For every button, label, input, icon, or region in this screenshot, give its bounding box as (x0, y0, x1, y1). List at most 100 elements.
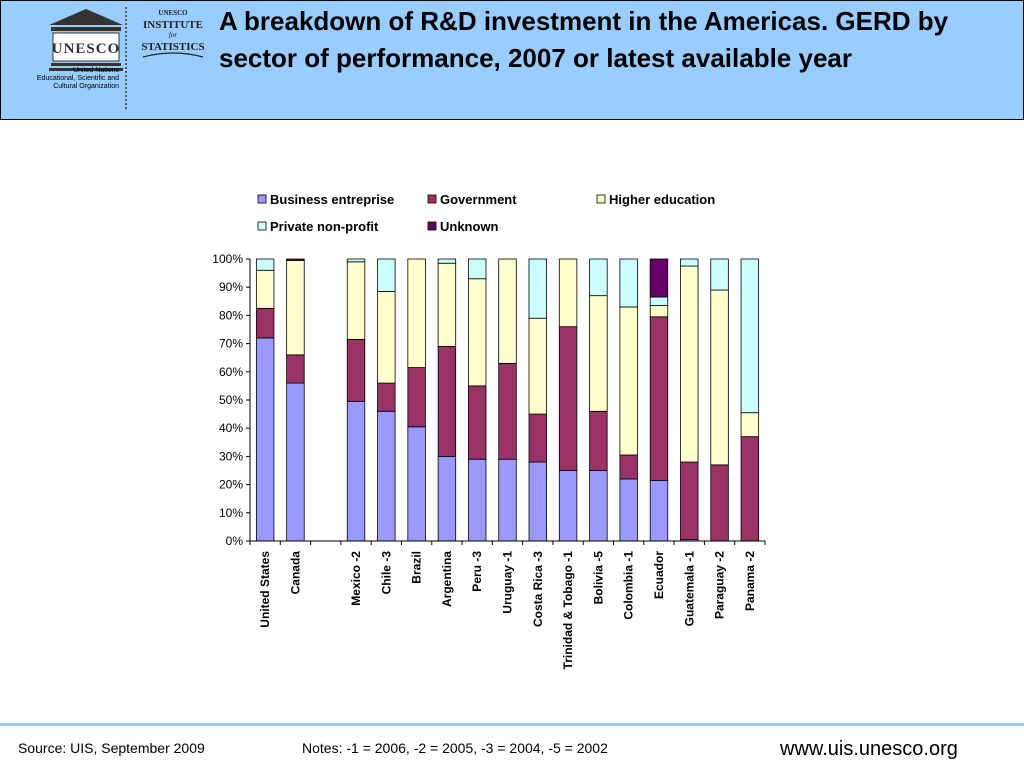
bar-segment (558, 258, 578, 328)
x-tick-label: Paraguay -2 (713, 551, 727, 619)
bar-segment (589, 410, 608, 471)
stacked-bar-chart: Business entreprise Government Higher educ… (212, 192, 766, 670)
bar-segment (528, 317, 547, 415)
chart-legend: Business entreprise Government Higher educ… (257, 192, 715, 234)
bar-segment (649, 479, 669, 542)
bar-segment (346, 261, 366, 340)
header-divider (125, 7, 127, 109)
legend-swatch (427, 194, 437, 204)
bar-segment (589, 470, 608, 542)
x-tick-label: Argentina (440, 551, 454, 607)
x-tick-label: Brazil (410, 551, 424, 584)
bar-segment (740, 412, 760, 438)
x-tick-label: Uruguay -1 (501, 551, 515, 614)
x-tick-label: Ecuador (652, 551, 666, 599)
bar-segment (346, 401, 366, 542)
bar-segment (377, 410, 396, 542)
bar-segment (710, 289, 729, 466)
bar-segment (437, 262, 457, 347)
legend-swatch (596, 194, 606, 204)
x-tick-label: Colombia -1 (622, 551, 636, 620)
bar-segment (286, 260, 305, 356)
bar-segment (437, 455, 457, 542)
bar-segment (407, 258, 426, 368)
bar-segment (255, 258, 275, 271)
bar-segment (468, 458, 487, 542)
bar-segment (649, 296, 669, 306)
bar-segment (377, 382, 396, 412)
x-tick-label: United States (258, 551, 272, 628)
bar-segment (619, 306, 638, 456)
bar-segment (740, 258, 760, 414)
y-tick-label: 0% (226, 534, 244, 548)
bar-segment (286, 382, 305, 542)
bar-segment (680, 265, 699, 463)
bar-segment (346, 338, 366, 402)
legend-label: Higher education (609, 192, 715, 207)
y-tick-label: 100% (212, 252, 243, 266)
y-tick-label: 10% (219, 506, 243, 520)
bar-segment (468, 278, 487, 387)
legend-swatch (427, 221, 437, 231)
bar-segment (589, 295, 608, 412)
slide-header: UNESCO United Nations Educational, Scien… (0, 0, 1024, 120)
x-tick-label: Mexico -2 (349, 551, 363, 606)
y-tick-label: 50% (219, 393, 243, 407)
legend-label: Government (440, 192, 517, 207)
footer-notes: Notes: -1 = 2006, -2 = 2005, -3 = 2004, … (302, 740, 608, 756)
x-tick-label: Guatemala -1 (682, 551, 696, 627)
bar-segment (558, 326, 578, 471)
bar-segment (498, 458, 517, 542)
bar-segment (286, 354, 305, 384)
bar-segment (649, 305, 669, 318)
bar-segment (710, 258, 729, 291)
bar-segment (649, 316, 669, 481)
caption-line: United Nations (73, 67, 119, 74)
y-tick-label: 30% (219, 449, 243, 463)
bars (255, 258, 760, 542)
x-tick-label: Bolivia -5 (591, 551, 605, 605)
x-tick-label: Peru -3 (470, 551, 484, 592)
legend-label: Private non-profit (270, 219, 379, 234)
bar-segment (619, 454, 638, 480)
bar-segment (498, 362, 517, 460)
footer-divider (0, 723, 1024, 726)
caption-line: Cultural Organization (53, 83, 119, 90)
legend-label: Unknown (440, 219, 499, 234)
y-axis: 0% 10% 20% 30% 40% 50% 60% 70% 80% 90% 100% (212, 252, 251, 548)
y-tick-label: 20% (219, 478, 243, 492)
caption-line: Educational, Scientific and (36, 75, 119, 82)
bar-segment (346, 258, 366, 263)
bar-segment (710, 464, 729, 542)
y-tick-label: 40% (219, 421, 243, 435)
y-tick-label: 80% (219, 308, 243, 322)
bar-segment (528, 258, 547, 319)
bar-segment (468, 385, 487, 460)
bar-segment (255, 337, 275, 542)
unesco-logo-text: UNESCO (52, 41, 121, 57)
x-tick-label: Panama -2 (743, 551, 757, 611)
bar-segment (740, 436, 760, 542)
x-tick-label: Trinidad & Tobago -1 (561, 551, 575, 670)
bar-segment (407, 426, 426, 542)
y-tick-label: 70% (219, 337, 243, 351)
footer-url[interactable]: www.uis.unesco.org (780, 738, 958, 760)
legend-swatch (257, 221, 267, 231)
y-tick-label: 90% (219, 280, 243, 294)
unesco-caption: United Nations Educational, Scientific a… (7, 67, 119, 91)
bar-segment (680, 258, 699, 267)
uis-logo-line: INSTITUTE (143, 19, 203, 31)
bar-segment (286, 258, 305, 261)
uis-logo: UNESCO INSTITUTE for STATISTICS (141, 9, 205, 58)
unesco-logo: UNESCO (49, 9, 123, 71)
bar-segment (255, 307, 275, 339)
bar-segment (619, 258, 638, 308)
x-axis: United States Canada Mexico -2 Chile -3 Braz… (249, 540, 766, 670)
bar-segment (649, 258, 669, 298)
x-tick-label: Chile -3 (379, 551, 393, 595)
bar-segment (498, 258, 517, 364)
bar-segment (377, 258, 396, 292)
legend-label: Business entreprise (270, 192, 394, 207)
bar-segment (528, 461, 547, 542)
bar-segment (255, 269, 275, 309)
